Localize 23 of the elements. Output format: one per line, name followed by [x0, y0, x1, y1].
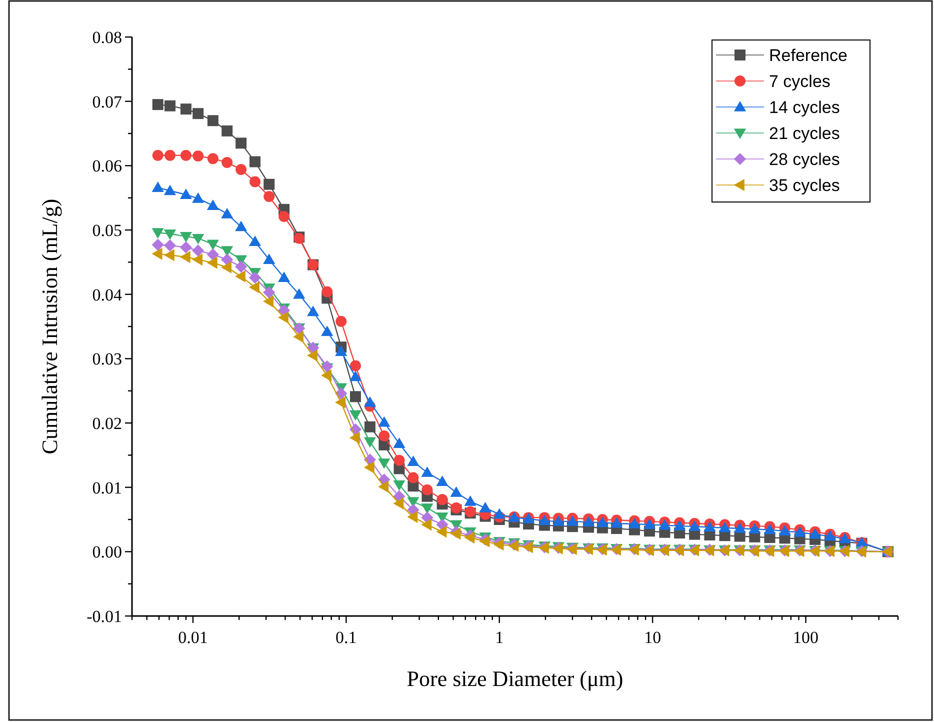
y-tick-label: 0.01	[92, 478, 122, 498]
y-tick-label: 0.04	[92, 285, 122, 304]
legend-label: Reference	[769, 46, 848, 65]
x-tick-label: 10	[644, 628, 662, 647]
y-tick-label: 0.07	[92, 92, 122, 112]
y-tick-label: 0.00	[92, 542, 122, 562]
legend-label: 35 cycles	[769, 176, 840, 195]
y-tick-label: 0.05	[92, 220, 122, 240]
legend-label: 7 cycles	[769, 72, 830, 91]
x-tick-label: 0.01	[178, 628, 208, 647]
legend-label: 14 cycles	[769, 98, 840, 117]
y-tick-label: 0.02	[92, 414, 122, 433]
x-tick-label: 0.1	[336, 628, 357, 647]
y-tick-label: 0.08	[92, 28, 122, 47]
x-tick-label: 1	[495, 628, 504, 647]
legend-label: 21 cycles	[769, 124, 840, 143]
x-tick-label: 100	[793, 628, 819, 647]
y-tick-label: 0.06	[92, 156, 122, 176]
legend-label: 28 cycles	[769, 150, 840, 169]
x-axis-title: Pore size Diameter (μm)	[406, 666, 624, 691]
y-tick-label: 0.03	[92, 350, 122, 369]
y-tick-label: -0.01	[86, 606, 122, 626]
y-axis-title: Cumulative Intrusion (mL/g)	[37, 198, 62, 454]
